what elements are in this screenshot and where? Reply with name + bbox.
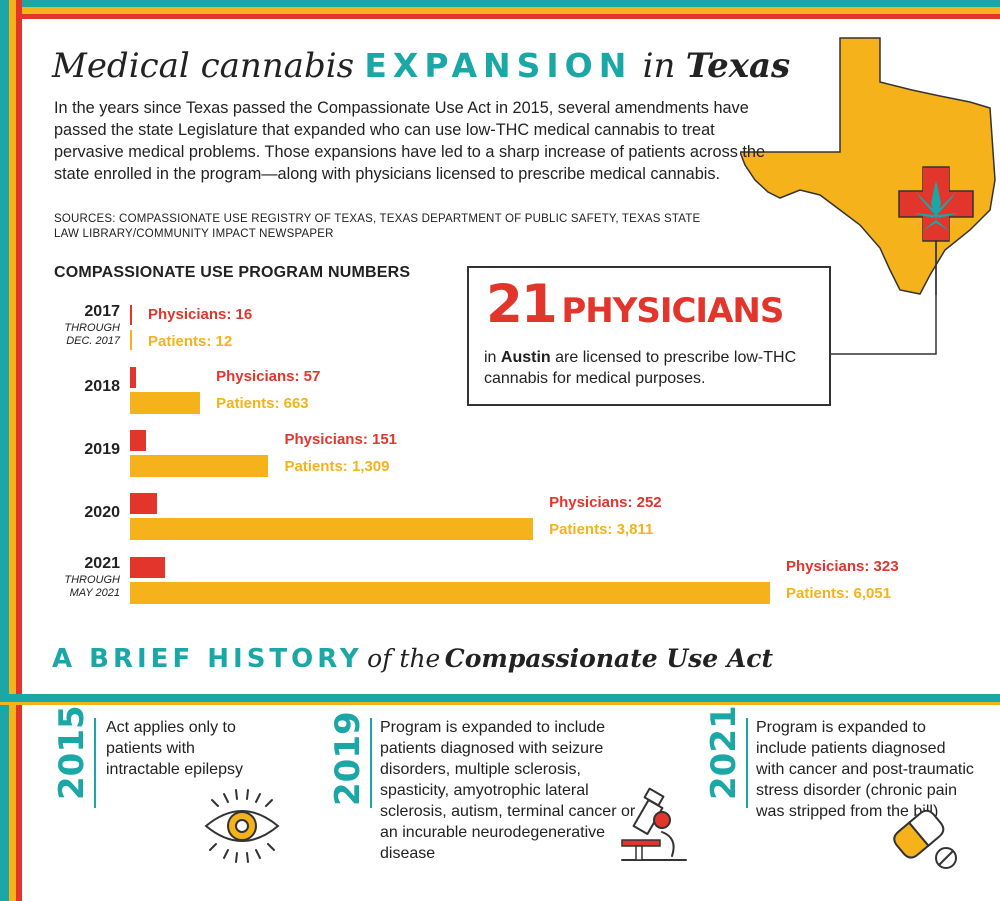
callout-headline: 21 PHYSICIANS	[486, 274, 784, 335]
callout-prefix: in	[484, 349, 497, 366]
year-label: 2019	[84, 441, 120, 458]
title-part-1: Medical cannabis	[52, 46, 355, 86]
bar-physicians	[130, 367, 137, 388]
history-year-2015: 2015	[52, 705, 92, 800]
bar-physicians	[130, 557, 165, 578]
year-label: 2018	[84, 378, 120, 395]
frame-stripe-teal	[0, 0, 1000, 7]
pill-capsule-icon	[893, 809, 957, 869]
label-patients: Patients: 3,811	[549, 521, 654, 538]
year-label: 2020	[84, 504, 120, 521]
microscope-icon	[621, 787, 687, 861]
physicians-callout-box	[467, 266, 831, 406]
bar-physicians	[130, 430, 147, 451]
year-label: 2017	[84, 303, 120, 320]
callout-word: PHYSICIANS	[561, 291, 784, 331]
bar-patients	[130, 582, 770, 604]
frame-stripe-red	[0, 14, 1000, 19]
label-patients: Patients: 1,309	[284, 458, 390, 475]
history-title-part-2: of the	[367, 644, 441, 673]
callout-city: Austin	[500, 349, 551, 366]
history-text-2015: Act applies only to patients with intrac…	[106, 719, 243, 778]
chart-title: COMPASSIONATE USE PROGRAM NUMBERS	[54, 264, 411, 281]
callout-suffix: are licensed to prescribe low-THC cannab…	[484, 349, 797, 387]
history-title-part-1: A BRIEF HISTORY	[52, 644, 363, 674]
frame-left-red	[16, 0, 22, 901]
history-divider-2	[370, 718, 372, 808]
history-year-2021: 2021	[704, 705, 744, 800]
bar-patients	[130, 518, 534, 540]
frame-left-gold	[9, 0, 16, 901]
callout-text: in Austin are licensed to prescribe low-…	[484, 347, 824, 389]
bar-patients	[130, 392, 201, 414]
history-band	[0, 694, 1000, 702]
history-text-2021: Program is expanded to include patients …	[756, 719, 974, 820]
bar-physicians	[130, 493, 158, 514]
history-text-2019: Program is expanded to include patients …	[380, 719, 636, 862]
texas-map-icon	[740, 37, 996, 295]
label-physicians: Physicians: 151	[284, 431, 398, 448]
year-note: THROUGH DEC. 2017	[64, 322, 120, 347]
history-year-2019: 2019	[328, 711, 368, 806]
title-part-3: in	[642, 46, 676, 86]
label-patients: Patients: 663	[216, 395, 309, 412]
callout-number: 21	[486, 274, 558, 335]
frame-stripe-gold	[0, 7, 1000, 14]
history-band-accent	[0, 702, 1000, 705]
bar-physicians	[130, 305, 132, 325]
history-divider-1	[94, 718, 96, 808]
year-note: THROUGH MAY 2021	[64, 574, 120, 599]
title-part-4: Texas	[685, 46, 791, 86]
year-label: 2021	[84, 555, 120, 572]
label-patients: Patients: 6,051	[786, 585, 892, 602]
label-physicians: Physicians: 252	[549, 494, 662, 511]
sources-note: SOURCES: COMPASSIONATE USE REGISTRY OF T…	[54, 213, 701, 240]
label-patients: Patients: 12	[148, 333, 233, 350]
label-physicians: Physicians: 323	[786, 558, 899, 575]
title-part-2: EXPANSION	[364, 46, 633, 85]
eye-icon	[204, 789, 280, 863]
intro-paragraph: In the years since Texas passed the Comp…	[54, 99, 766, 183]
page-title: Medical cannabis EXPANSION in Texas	[52, 44, 790, 86]
history-title-part-3: Compassionate Use Act	[444, 644, 774, 673]
bar-patients	[130, 455, 269, 477]
callout-leader-line	[830, 240, 937, 355]
history-title: A BRIEF HISTORY of the Compassionate Use…	[52, 644, 773, 674]
label-physicians: Physicians: 16	[148, 306, 253, 323]
cannabis-leaf-icon	[912, 180, 960, 231]
label-physicians: Physicians: 57	[216, 368, 321, 385]
history-divider-3	[746, 718, 748, 808]
bar-patients	[130, 330, 132, 350]
frame-left-teal	[0, 0, 9, 901]
